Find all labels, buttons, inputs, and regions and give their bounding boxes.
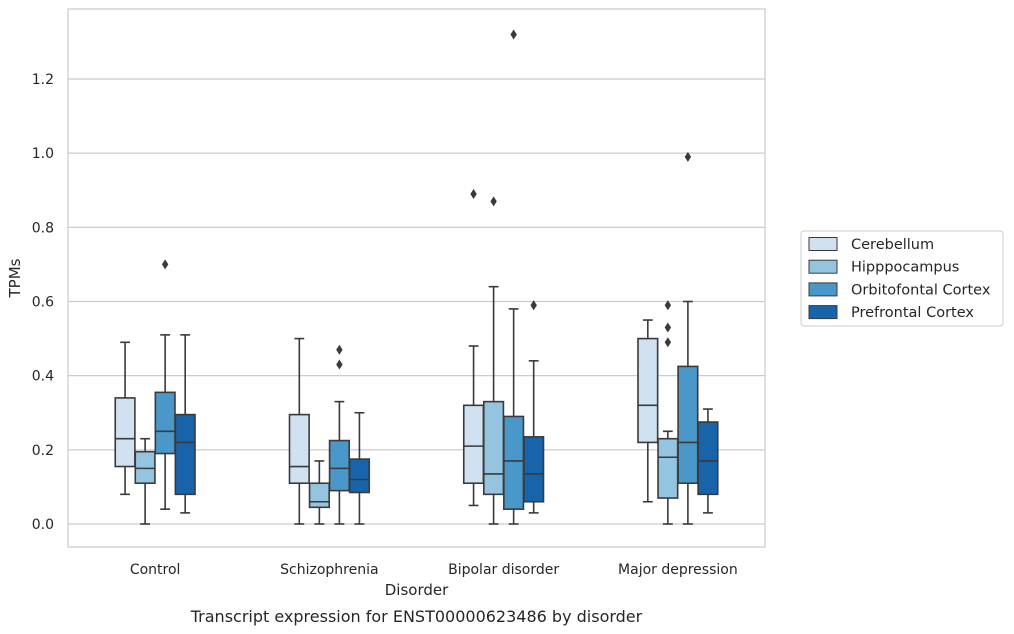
box-cerebellum — [637, 319, 659, 503]
box-prefrontal-cortex — [174, 334, 196, 514]
box-iqr — [114, 397, 136, 468]
box-iqr — [154, 391, 176, 455]
x-axis-title: Disorder — [385, 581, 449, 599]
legend: Cerebellum Hipppocampus Orbitofontal Corte… — [800, 230, 1004, 327]
box-iqr — [503, 415, 525, 510]
y-tick-label: 1.0 — [32, 146, 54, 162]
plot-frame — [67, 8, 766, 548]
y-tick-label: 0.6 — [32, 295, 54, 311]
box-iqr — [288, 413, 310, 485]
box-iqr — [677, 365, 699, 485]
box-orbitofontal-cortex — [154, 259, 176, 510]
box-iqr — [462, 404, 485, 485]
legend-frame — [800, 230, 1004, 327]
legend-item: Orbitofontal Cortex — [808, 282, 991, 298]
x-tick-label: Major depression — [618, 562, 738, 578]
legend-item: Prefrontal Cortex — [808, 305, 974, 321]
outlier-point — [510, 29, 517, 40]
legend-swatch — [808, 305, 838, 320]
outlier-point — [664, 322, 672, 333]
legend-label: Orbitofontal Cortex — [851, 282, 991, 298]
legend-swatch — [808, 237, 838, 251]
y-tick-label: 0.4 — [32, 369, 54, 385]
y-axis: 0.0 0.2 0.4 0.6 0.8 1.0 1.2 — [32, 72, 54, 533]
box-orbitofontal-cortex — [677, 151, 699, 525]
box-iqr — [348, 458, 371, 494]
legend-label: Cerebellum — [851, 237, 934, 253]
legend-item: Hipppocampus — [808, 259, 959, 276]
box-iqr — [637, 337, 659, 444]
outlier-point — [336, 344, 343, 355]
legend-item: Cerebellum — [808, 237, 934, 253]
box-prefrontal-cortex — [697, 408, 719, 514]
box-hipppocampus — [134, 437, 156, 525]
x-tick-label: Bipolar disorder — [448, 562, 559, 578]
outlier-point — [161, 259, 169, 270]
box-cerebellum — [288, 337, 310, 525]
y-tick-label: 1.2 — [32, 72, 54, 88]
y-tick-label: 0.0 — [32, 517, 54, 533]
y-tick-label: 0.8 — [32, 220, 54, 236]
box-prefrontal-cortex — [348, 411, 371, 525]
box-iqr — [328, 439, 351, 492]
box-iqr — [697, 421, 719, 496]
chart-caption: Transcript expression for ENST0000062348… — [190, 607, 643, 626]
y-tick-label: 0.2 — [32, 443, 54, 459]
box-cerebellum — [114, 341, 136, 496]
box-iqr — [523, 436, 545, 503]
outlier-point — [470, 188, 477, 199]
x-tick-label: Control — [130, 562, 181, 578]
legend-swatch — [808, 259, 838, 274]
box-iqr — [482, 400, 505, 496]
box-hipppocampus — [308, 460, 330, 525]
legend-swatch — [808, 282, 838, 297]
outlier-point — [684, 151, 692, 162]
legend-label: Prefrontal Cortex — [851, 305, 974, 321]
box-orbitofontal-cortex — [328, 344, 351, 525]
outlier-point — [530, 300, 537, 311]
box-iqr — [657, 437, 679, 499]
box-iqr — [308, 482, 330, 509]
outlier-point — [664, 337, 672, 348]
outlier-point — [336, 359, 343, 370]
x-axis: Control Schizophrenia Bipolar disorder Majo… — [130, 562, 738, 578]
legend-label: Hipppocampus — [851, 260, 959, 276]
box-iqr — [134, 450, 156, 485]
x-tick-label: Schizophrenia — [280, 562, 378, 578]
y-axis-title: TPMs — [6, 258, 24, 298]
box-iqr — [174, 413, 196, 496]
box-prefrontal-cortex — [523, 300, 545, 514]
outlier-point — [664, 300, 672, 311]
boxes — [114, 29, 719, 525]
outlier-point — [490, 196, 497, 207]
